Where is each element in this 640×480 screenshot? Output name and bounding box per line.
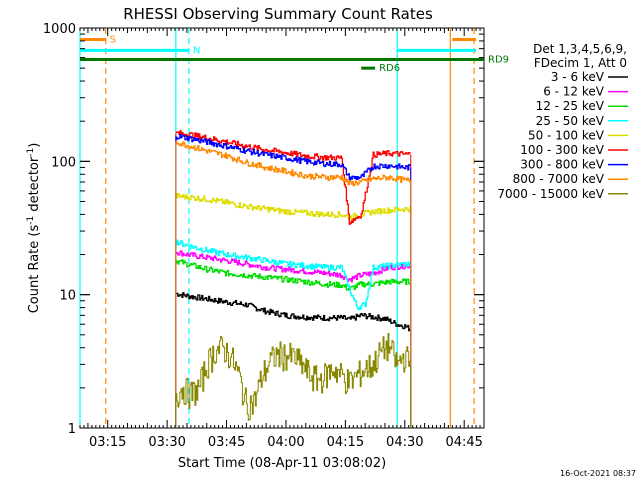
- flag-lines: S N RD9 RD6: [80, 34, 509, 74]
- y-axis-label-part: ): [27, 143, 42, 148]
- plot-frame: [79, 27, 485, 429]
- x-tick-label: 03:30: [148, 435, 185, 450]
- legend-entry-label: 12 - 25 keV: [536, 99, 605, 113]
- y-axis-label-sup: -1: [26, 216, 36, 225]
- legend-entry-label: 6 - 12 keV: [543, 85, 605, 99]
- y-tick-label: 1: [68, 422, 76, 437]
- series-line-5: [175, 130, 411, 225]
- series-line-7: [175, 140, 411, 187]
- x-tick-label: 04:00: [267, 435, 304, 450]
- y-axis-label-part: Count Rate (s: [27, 225, 42, 314]
- footer-timestamp: 16-Oct-2021 08:37: [560, 469, 636, 478]
- legend-header-1: Det 1,3,4,5,6,9,: [533, 42, 627, 56]
- x-tick-label: 03:15: [89, 435, 126, 450]
- series-line-2: [175, 259, 411, 291]
- x-axis-label: Start Time (08-Apr-11 03:08:02): [178, 456, 386, 471]
- series-line-1: [175, 250, 411, 283]
- y-tick-label: 10: [59, 289, 76, 304]
- series-line-4: [175, 192, 411, 220]
- y-axis-label: Count Rate (s-1 detector-1): [26, 143, 42, 314]
- y-axis: 1 10 100 1000: [43, 22, 484, 437]
- y-tick-label: 1000: [43, 22, 76, 37]
- series-line-8: [175, 333, 411, 421]
- legend-header-2: FDecim 1, Att 0: [534, 56, 627, 70]
- x-axis: 03:15 03:30 03:45 04:00 04:15 04:30 04:45: [79, 28, 485, 450]
- x-tick-label: 04:45: [445, 435, 482, 450]
- y-axis-label-part: detector: [27, 156, 42, 216]
- legend-entry-label: 300 - 800 keV: [520, 158, 604, 172]
- legend-entry-label: 800 - 7000 keV: [513, 172, 605, 186]
- flag-label-4: RD9: [488, 55, 509, 66]
- y-tick-label: 100: [51, 155, 76, 170]
- vertical-markers: [79, 28, 475, 428]
- data-series: [175, 130, 412, 428]
- series-line-0: [175, 292, 411, 332]
- x-tick-label: 04:30: [386, 435, 423, 450]
- chart-title: RHESSI Observing Summary Count Rates: [123, 5, 433, 23]
- series-line-6: [175, 133, 411, 182]
- x-tick-label: 03:45: [208, 435, 245, 450]
- legend-entry-label: 50 - 100 keV: [528, 128, 605, 142]
- series-line-3: [175, 239, 411, 311]
- x-tick-label: 04:15: [327, 435, 364, 450]
- y-axis-label-sup: -1: [26, 148, 36, 157]
- legend: Det 1,3,4,5,6,9, FDecim 1, Att 0 3 - 6 k…: [497, 42, 628, 201]
- legend-entry-label: 3 - 6 keV: [551, 70, 605, 84]
- flag-label-1: N: [193, 45, 200, 56]
- legend-entry-label: 7000 - 15000 keV: [497, 187, 604, 201]
- flag-label-0: S: [110, 34, 116, 45]
- flag-label-5: RD6: [379, 63, 400, 74]
- legend-entry-label: 25 - 50 keV: [536, 114, 605, 128]
- legend-entry-label: 100 - 300 keV: [520, 143, 604, 157]
